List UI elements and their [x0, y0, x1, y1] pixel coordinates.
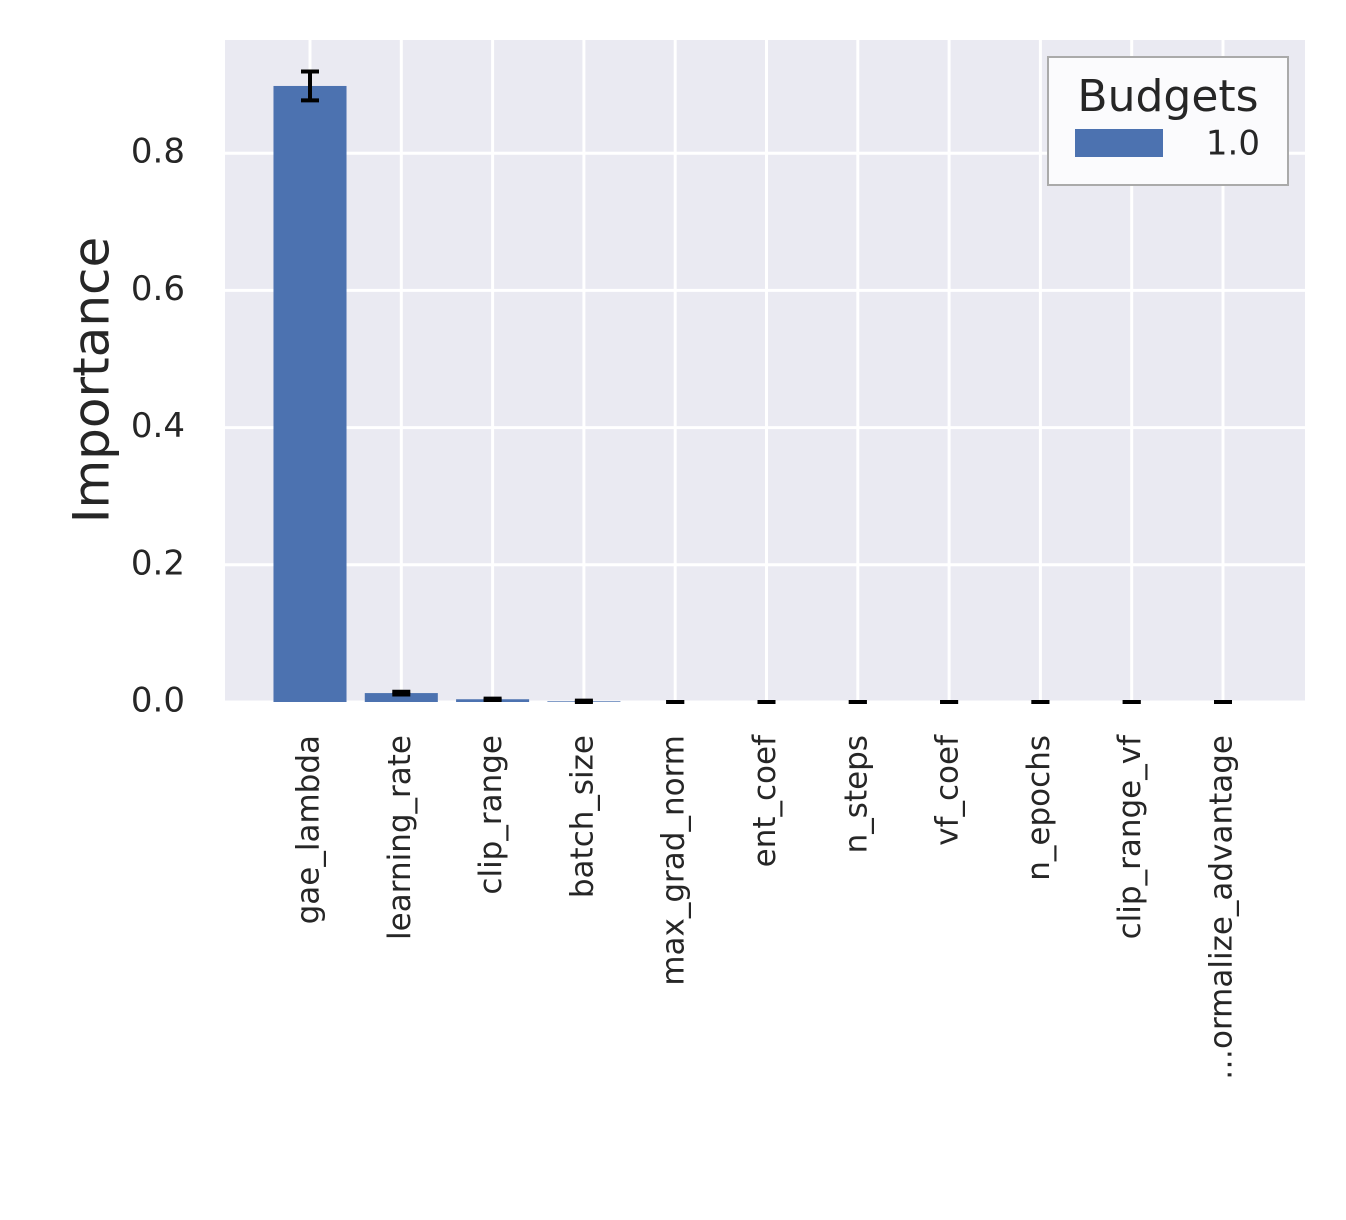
- error-bar: [301, 69, 319, 103]
- x-tick-label: batch_size: [564, 735, 600, 898]
- y-tick-label: 0.6: [131, 269, 185, 309]
- y-axis-label: Importance: [63, 237, 121, 524]
- x-tick-label: max_grad_norm: [656, 735, 692, 986]
- x-tick-label: clip_range: [473, 735, 509, 895]
- x-tick-label: ent_coef: [747, 734, 783, 867]
- error-bar: [392, 689, 411, 697]
- x-tick-label: …ormalize_advantage: [1204, 735, 1240, 1080]
- x-tick-label: learning_rate: [382, 735, 418, 940]
- legend-swatch: [1075, 129, 1163, 157]
- legend-label: 1.0: [1206, 124, 1260, 164]
- legend-title: Budgets: [1077, 71, 1258, 122]
- y-tick-label: 0.2: [131, 543, 185, 583]
- x-tick-label: n_steps: [838, 735, 874, 853]
- legend-box: [1047, 56, 1289, 186]
- y-tick-label: 0.0: [131, 681, 185, 721]
- bar: [273, 85, 347, 702]
- bar: [364, 693, 438, 702]
- x-tick-label: n_epochs: [1021, 735, 1057, 881]
- error-bar: [574, 698, 593, 704]
- y-tick-label: 0.8: [131, 132, 185, 172]
- error-bar: [483, 696, 502, 702]
- x-tick-label: vf_coef: [930, 734, 966, 846]
- y-tick-label: 0.4: [131, 406, 185, 446]
- x-tick-label: gae_lambda: [291, 735, 327, 924]
- x-tick-label: clip_range_vf: [1112, 734, 1148, 939]
